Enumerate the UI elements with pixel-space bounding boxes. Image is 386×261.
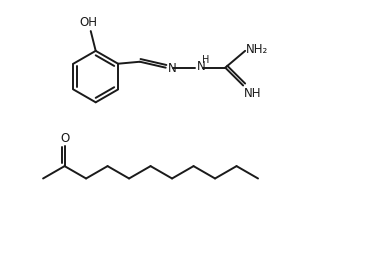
Text: N: N <box>168 62 176 75</box>
Text: OH: OH <box>80 16 98 29</box>
Text: O: O <box>60 132 69 145</box>
Text: H: H <box>202 55 209 65</box>
Text: NH₂: NH₂ <box>246 43 268 56</box>
Text: N: N <box>196 60 205 73</box>
Text: NH: NH <box>244 87 262 100</box>
